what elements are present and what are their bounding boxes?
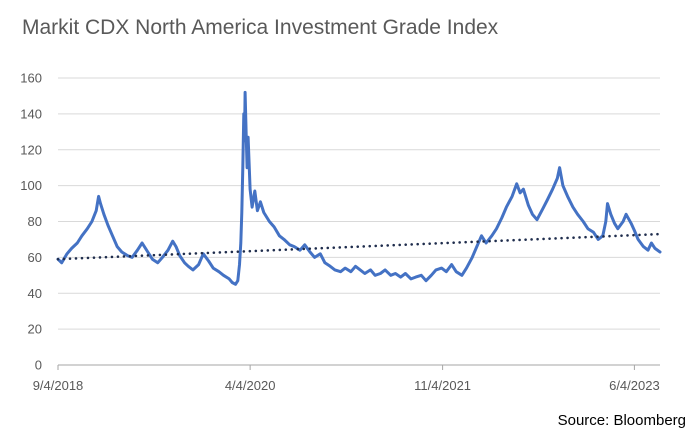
- y-tick-label: 100: [20, 178, 42, 193]
- x-tick-label: 11/4/2021: [414, 378, 471, 393]
- source-note: Source: Bloomberg: [557, 412, 686, 429]
- x-axis: 9/4/2018 4/4/2020 11/4/2021 6/4/2023: [33, 364, 660, 393]
- series-layer: [56, 90, 662, 286]
- y-axis-tick-labels: 0 20 40 60 80 100 120 140 160: [20, 71, 42, 373]
- chart-title: Markit CDX North America Investment Grad…: [22, 16, 499, 39]
- x-tick-label: 6/4/2023: [609, 378, 660, 393]
- x-tick-label: 4/4/2020: [225, 378, 276, 393]
- x-tick-label: 9/4/2018: [33, 378, 84, 393]
- y-tick-label: 60: [28, 250, 42, 265]
- y-tick-label: 140: [20, 106, 42, 121]
- series-line: [56, 90, 662, 286]
- y-tick-label: 40: [28, 286, 42, 301]
- trendline: [56, 232, 662, 261]
- y-tick-label: 0: [35, 358, 42, 373]
- y-tick-label: 20: [28, 322, 42, 337]
- y-tick-label: 160: [20, 71, 42, 86]
- y-tick-label: 80: [28, 214, 42, 229]
- y-tick-label: 120: [20, 142, 42, 157]
- gridlines: [58, 77, 660, 330]
